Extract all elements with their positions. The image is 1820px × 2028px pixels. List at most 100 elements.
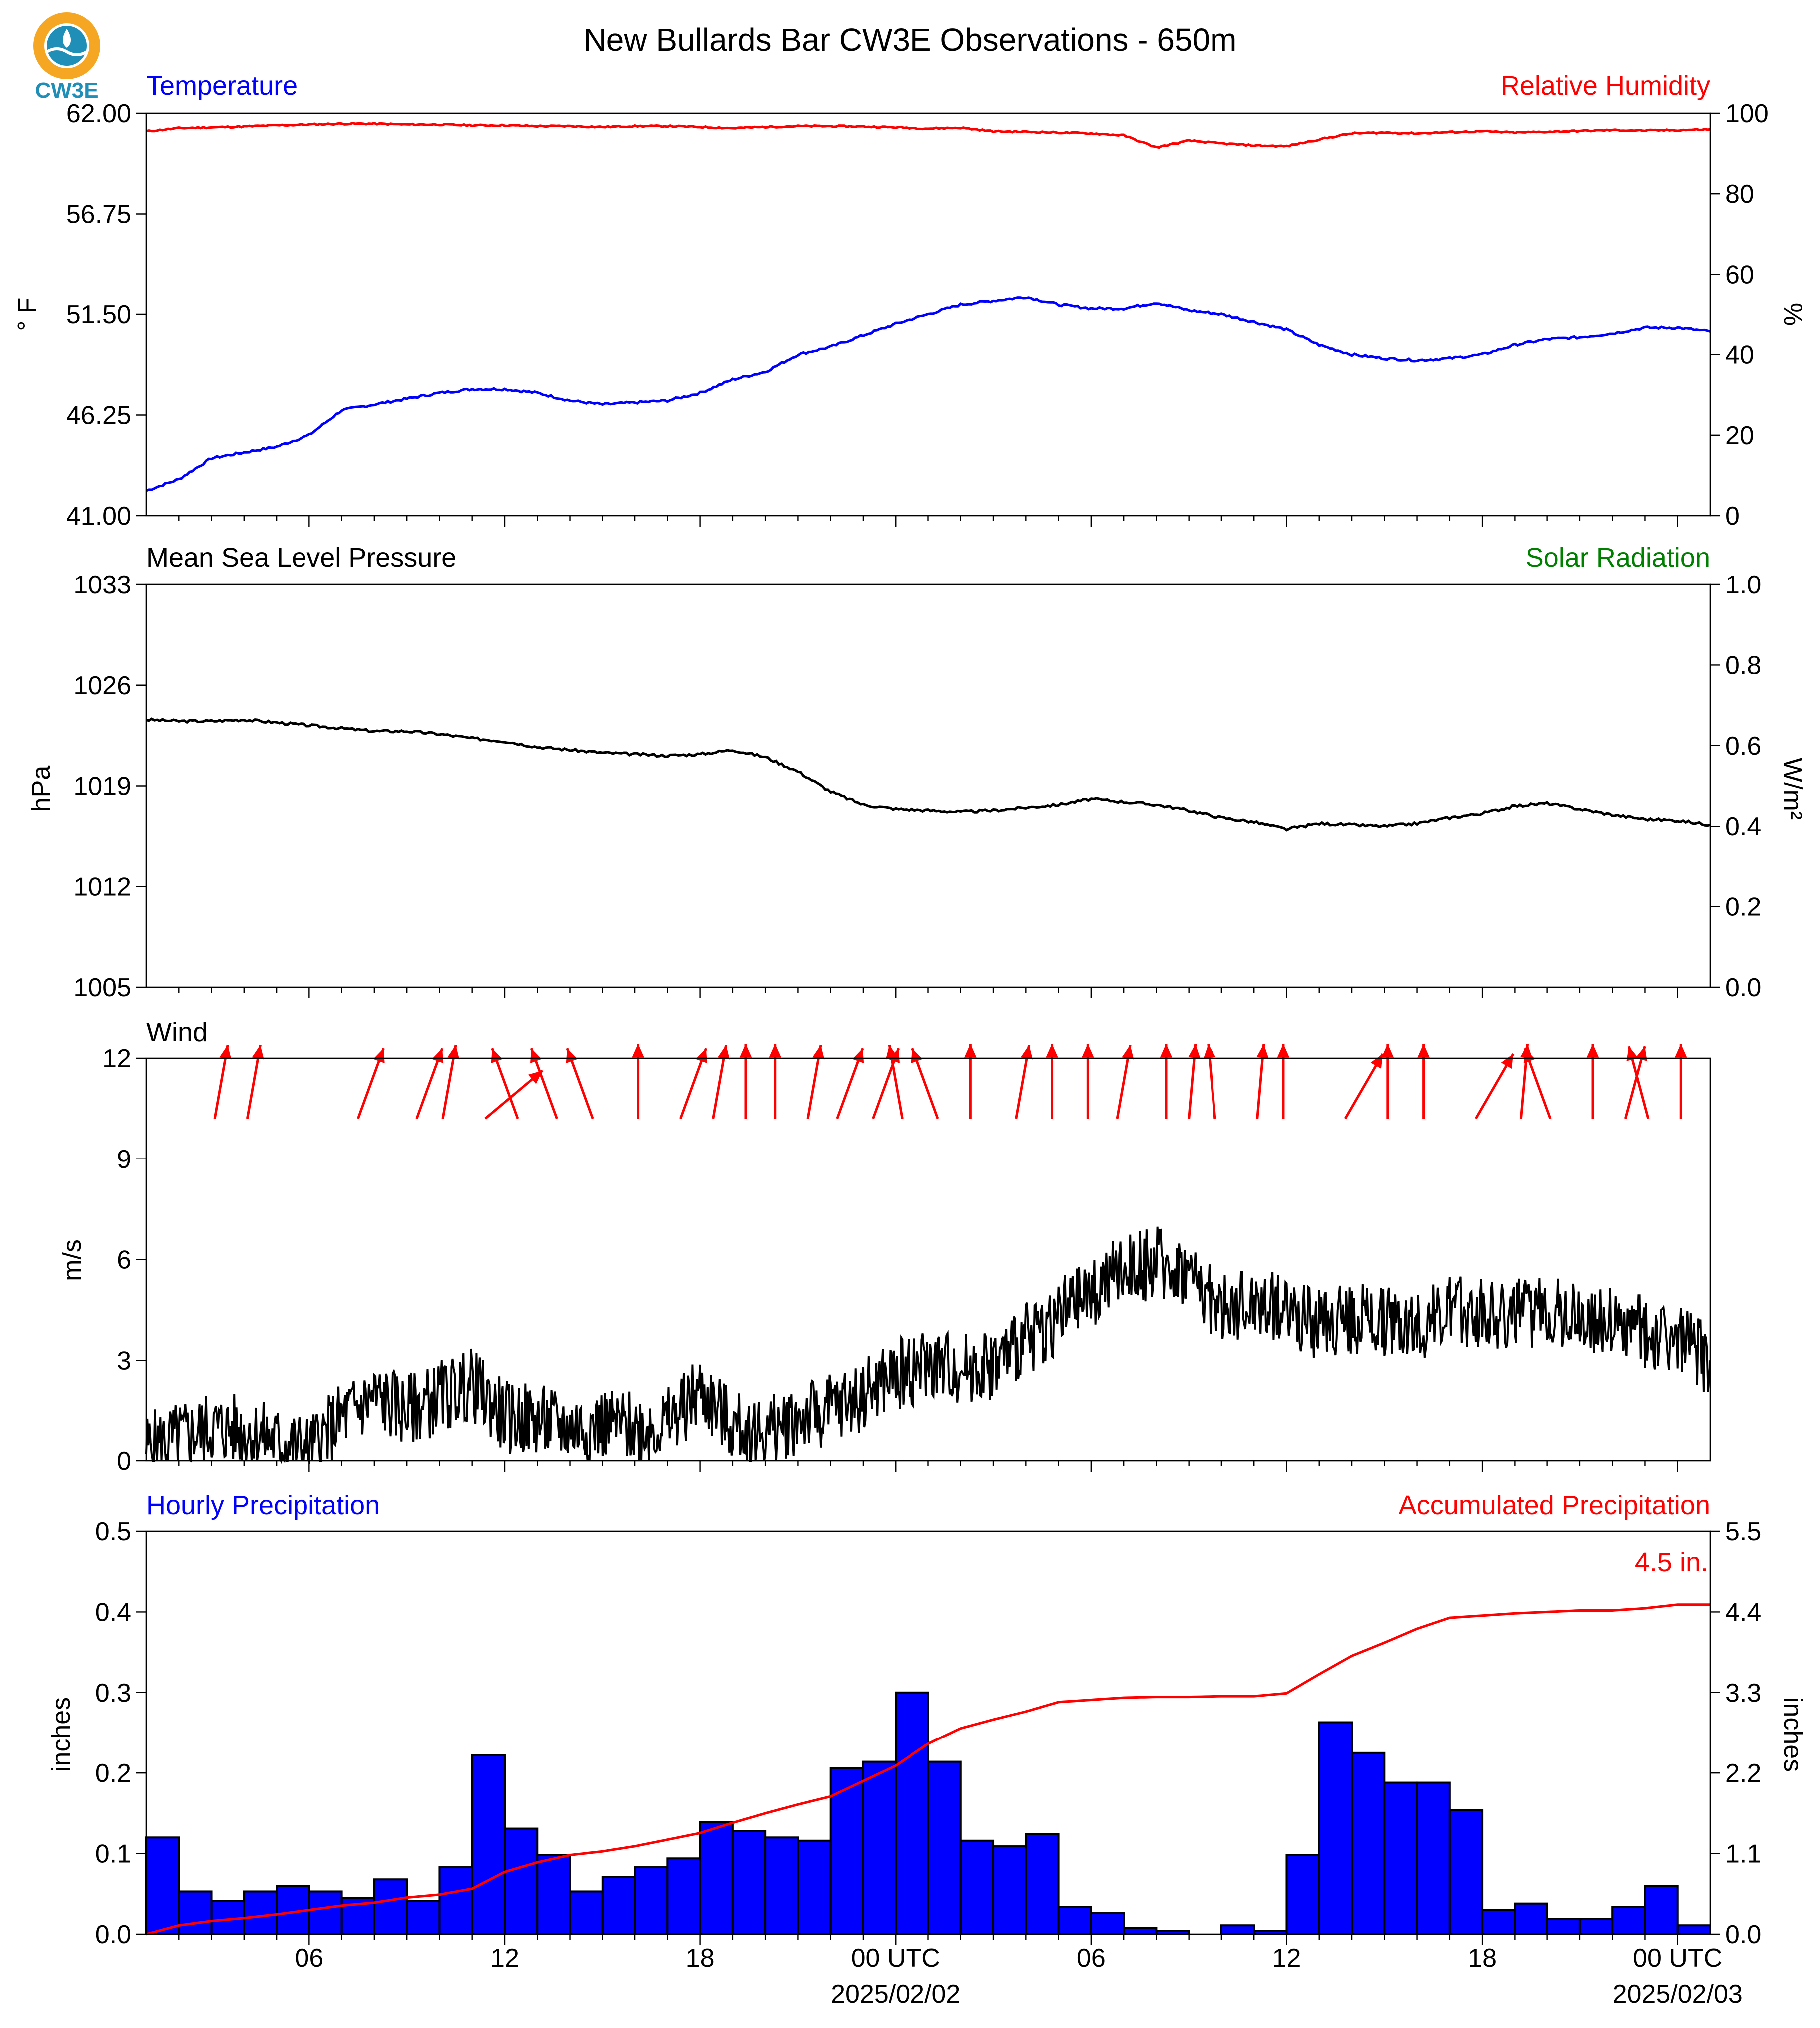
precip-left-tick-label: 0.3 bbox=[95, 1679, 131, 1708]
panel-precipitation: Hourly Precipitation Accumulated Precipi… bbox=[47, 1490, 1807, 1949]
precip-right-tick-label: 2.2 bbox=[1725, 1759, 1761, 1788]
wind-arrow-head bbox=[373, 1048, 385, 1064]
wind-arrow-head bbox=[1523, 1048, 1535, 1064]
precip-right-tick-label: 3.3 bbox=[1725, 1679, 1761, 1708]
precip-bar bbox=[797, 1839, 832, 1935]
precip-bar bbox=[1578, 1918, 1614, 1935]
precip-left-tick-label: 0.5 bbox=[95, 1517, 131, 1546]
panel-temperature: Temperature Relative Humidity 41.00 46.25… bbox=[13, 71, 1807, 531]
logo-ring bbox=[33, 12, 100, 79]
x-axis-labels: 06 12 18 00 UTC 06 12 18 00 UTC 2025/02/02 2025/0… bbox=[295, 1944, 1742, 2009]
precip-bar bbox=[1676, 1924, 1712, 1936]
precip-bar bbox=[927, 1760, 962, 1935]
wind-arrow bbox=[679, 1048, 708, 1119]
wind-arrow bbox=[1204, 1044, 1216, 1119]
wind-arrow-head bbox=[885, 1045, 898, 1060]
wind-left-tick-label: 6 bbox=[117, 1246, 131, 1275]
temperature-label: Temperature bbox=[146, 71, 298, 101]
precip-bar bbox=[1090, 1912, 1125, 1935]
wind-arrow-head bbox=[252, 1045, 264, 1060]
wind-arrow-head bbox=[1160, 1044, 1173, 1058]
precip-bar bbox=[1123, 1927, 1158, 1935]
wind-arrow-head bbox=[812, 1045, 825, 1060]
wind-arrow-head bbox=[1082, 1044, 1094, 1058]
humidity-line bbox=[146, 121, 1711, 149]
hourly-precip-bars bbox=[145, 1691, 1712, 1936]
precip-right-tick-label: 0.0 bbox=[1725, 1920, 1761, 1949]
x-tick-label: 00 UTC bbox=[851, 1944, 940, 1973]
wind-arrow-head bbox=[219, 1045, 232, 1060]
precip-axes: 0.0 0.1 0.2 0.3 0.4 0.5 0.0 1.1 2.2 3.3 4.4 5.5 bbox=[95, 1517, 1762, 1949]
precip-bar bbox=[862, 1760, 897, 1935]
wind-arrow bbox=[769, 1044, 781, 1119]
wind-arrow-head bbox=[530, 1048, 542, 1064]
temperature-axes: 41.00 46.25 51.50 56.75 62.00 0 20 40 60 80 100 bbox=[66, 99, 1769, 531]
precip-bar bbox=[666, 1857, 701, 1935]
figure-title: New Bullards Bar CW3E Observations - 650… bbox=[584, 22, 1237, 58]
precip-bar bbox=[731, 1830, 767, 1935]
precip-bar bbox=[1448, 1809, 1484, 1936]
wind-arrow-head bbox=[1501, 1054, 1514, 1069]
wind-arrow-head bbox=[432, 1048, 444, 1064]
wind-arrow-head bbox=[1204, 1044, 1216, 1058]
pressure-right-tick-label: 0.0 bbox=[1725, 973, 1761, 1002]
wind-arrow bbox=[1523, 1048, 1552, 1119]
wind-arrow bbox=[530, 1048, 558, 1119]
precip-right-tick-label: 1.1 bbox=[1725, 1840, 1761, 1869]
precip-bar bbox=[438, 1866, 473, 1936]
wind-left-tick-label: 9 bbox=[117, 1145, 131, 1174]
wind-axes: 0 3 6 9 12 bbox=[102, 1044, 1678, 1476]
wind-arrow bbox=[1474, 1053, 1515, 1120]
pressure-left-tick-label: 1012 bbox=[73, 872, 131, 901]
wind-arrow bbox=[246, 1044, 264, 1119]
wind-arrow bbox=[885, 1044, 904, 1119]
pressure-left-tick-label: 1005 bbox=[73, 973, 131, 1002]
precip-bar bbox=[895, 1691, 929, 1936]
wind-arrow bbox=[1417, 1044, 1430, 1119]
temperature-left-tick-label: 51.50 bbox=[66, 300, 131, 329]
wind-ylabel: m/s bbox=[58, 1239, 87, 1281]
precip-left-tick-label: 0.4 bbox=[95, 1598, 131, 1627]
wind-speed-line bbox=[145, 1226, 1711, 1464]
temperature-left-tick-label: 41.00 bbox=[66, 502, 131, 531]
temperature-left-tick-label: 62.00 bbox=[66, 99, 131, 128]
precip-bar bbox=[829, 1767, 864, 1936]
precip-bar bbox=[1351, 1751, 1386, 1936]
pressure-left-tick-label: 1033 bbox=[73, 571, 131, 599]
wind-arrow-head bbox=[1370, 1054, 1383, 1069]
accum-precip-line bbox=[146, 1603, 1710, 1936]
accum-ylabel: inches bbox=[1778, 1697, 1807, 1772]
precip-left-tick-label: 0.2 bbox=[95, 1759, 131, 1788]
wind-arrow-head bbox=[911, 1048, 923, 1064]
pressure-label: Mean Sea Level Pressure bbox=[146, 543, 456, 573]
wind-arrow bbox=[1160, 1044, 1173, 1119]
wind-arrow bbox=[441, 1044, 460, 1119]
temperature-left-tick-label: 56.75 bbox=[66, 200, 131, 229]
wind-arrow-head bbox=[769, 1044, 781, 1058]
x-tick-label: 18 bbox=[686, 1944, 715, 1973]
precip-bar bbox=[178, 1890, 213, 1936]
wind-arrow-head bbox=[1188, 1044, 1201, 1058]
temperature-right-tick-label: 20 bbox=[1725, 421, 1754, 450]
x-date-label: 2025/02/02 bbox=[831, 1980, 960, 2009]
accum-precip-label: Accumulated Precipitation bbox=[1399, 1490, 1710, 1520]
wind-arrow-head bbox=[1046, 1044, 1058, 1058]
precip-bar bbox=[1481, 1909, 1516, 1936]
wind-arrow bbox=[213, 1044, 232, 1119]
wind-arrow bbox=[964, 1044, 977, 1119]
wind-arrow-head bbox=[566, 1048, 578, 1064]
pressure-left-tick-label: 1026 bbox=[73, 671, 131, 700]
precip-bar bbox=[1025, 1833, 1060, 1936]
logo-wave-icon bbox=[46, 47, 88, 56]
precip-bar bbox=[699, 1821, 734, 1936]
precip-bar bbox=[764, 1836, 799, 1936]
temperature-right-tick-label: 40 bbox=[1725, 341, 1754, 370]
wind-left-tick-label: 12 bbox=[102, 1044, 131, 1073]
wind-arrow-head bbox=[739, 1044, 752, 1058]
total-precip-label: 4.5 in. bbox=[1635, 1547, 1708, 1577]
wind-arrow-head bbox=[1381, 1044, 1394, 1058]
wind-arrow bbox=[739, 1044, 752, 1119]
wind-arrow bbox=[1344, 1053, 1384, 1120]
temperature-frame bbox=[145, 112, 1711, 517]
solar-label: Solar Radiation bbox=[1526, 543, 1710, 573]
